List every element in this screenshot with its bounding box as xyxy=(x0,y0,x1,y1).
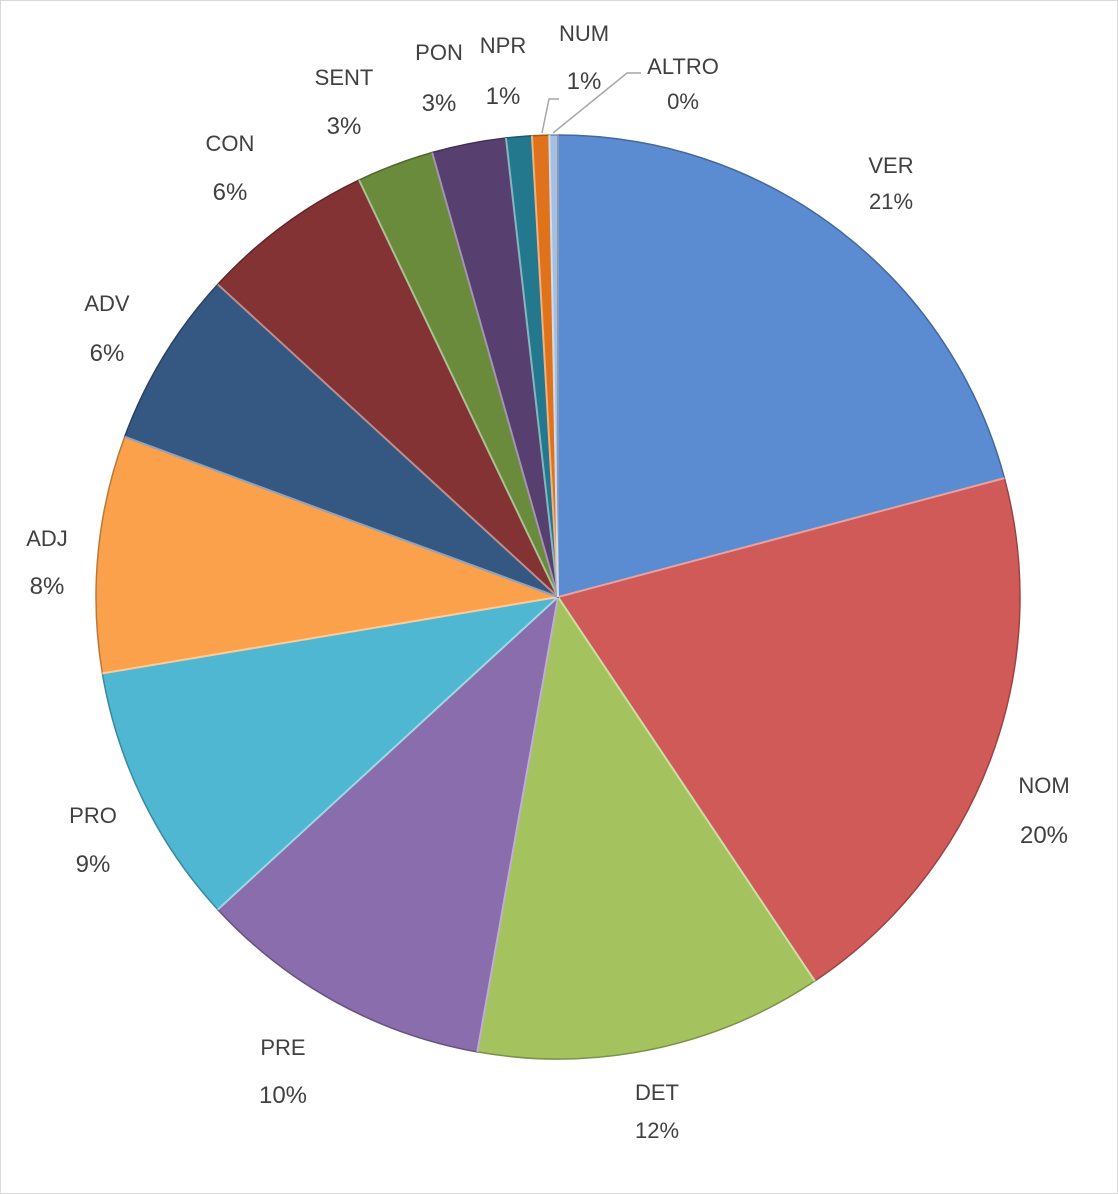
leader-line-altro xyxy=(552,72,641,134)
slice-edge-highlight xyxy=(476,596,559,1053)
slice-category-label: NOM xyxy=(1018,773,1069,798)
slice-edge-highlight xyxy=(124,435,559,598)
pie-slice-det xyxy=(476,596,816,1060)
slice-category-label: PRO xyxy=(69,803,117,828)
slice-percent-label: 9% xyxy=(76,851,111,878)
slice-edge-highlight xyxy=(557,596,816,982)
slice-edge-highlight xyxy=(548,135,559,598)
slice-edge-highlight xyxy=(530,135,559,598)
slice-edge-highlight xyxy=(557,477,1005,598)
slice-percent-label: 8% xyxy=(30,573,65,600)
slice-category-label: SENT xyxy=(315,65,374,90)
slice-percent-label: 12% xyxy=(635,1118,679,1143)
pie-slice-nom xyxy=(557,477,1021,982)
slice-edge-highlight xyxy=(217,283,559,598)
slice-percent-label: 20% xyxy=(1020,822,1068,849)
slice-edge-highlight xyxy=(504,137,559,598)
slice-category-label: DET xyxy=(635,1080,679,1105)
pie-slice-adj xyxy=(95,435,559,675)
slice-edge-highlight xyxy=(102,596,559,675)
slice-category-label: ALTRO xyxy=(647,54,719,79)
slice-percent-label: 6% xyxy=(90,340,125,367)
slice-category-label: PON xyxy=(415,40,463,65)
slice-category-label: NPR xyxy=(480,33,526,58)
pie-slice-con xyxy=(217,179,559,598)
slice-category-label: PRE xyxy=(260,1035,305,1060)
slice-category-label: VER xyxy=(868,153,913,178)
slice-percent-label: 1% xyxy=(567,68,602,95)
slice-percent-label: 10% xyxy=(259,1082,307,1109)
pie-slice-ver xyxy=(557,134,1006,598)
slice-percent-label: 0% xyxy=(667,89,699,114)
slice-category-label: NUM xyxy=(559,21,609,46)
slice-percent-label: 6% xyxy=(213,179,248,206)
pie-slice-pre xyxy=(217,596,559,1053)
slice-percent-label: 3% xyxy=(422,90,457,117)
slice-edge-highlight xyxy=(431,152,559,598)
slice-category-label: ADJ xyxy=(26,526,68,551)
slice-percent-label: 21% xyxy=(869,189,913,214)
pie-slice-pro xyxy=(101,596,559,911)
slice-percent-label: 3% xyxy=(327,113,362,140)
leader-line-num xyxy=(541,98,559,134)
slice-percent-label: 1% xyxy=(486,83,521,110)
slice-category-label: CON xyxy=(206,131,255,156)
slice-edge-highlight xyxy=(358,179,559,598)
slice-edge-highlight xyxy=(217,596,559,911)
slice-category-label: ADV xyxy=(84,291,130,316)
pie-slice-adv xyxy=(123,283,559,598)
